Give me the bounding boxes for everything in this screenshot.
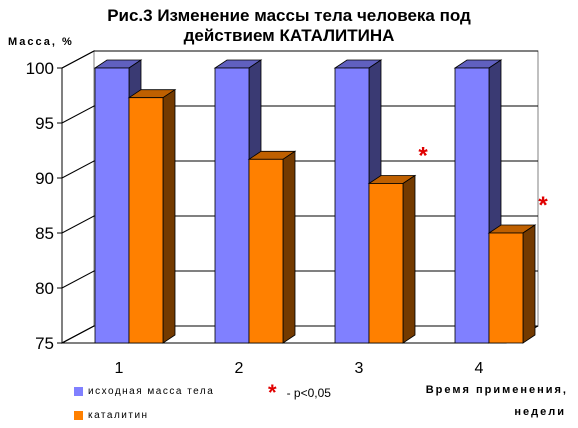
y-tick-label-4: 95 [35, 114, 54, 133]
bar-katalitin-4-side [522, 224, 536, 344]
significance-star-icon: * [268, 380, 277, 405]
y-tick-label-0: 75 [35, 334, 54, 353]
bar-initial-mass-1-front [94, 67, 130, 344]
legend-label-initial-mass: исходная масса тела [88, 386, 215, 397]
bar-katalitin-1-front [128, 97, 164, 344]
legend-item-initial-mass: исходная масса тела [74, 386, 214, 397]
gridline-5 [61, 50, 538, 69]
legend-swatch-katalitin [74, 411, 83, 420]
y-tick-label-5: 100 [26, 59, 54, 78]
y-tick-label-2: 85 [35, 224, 54, 243]
chart-title-line-1: Рис.3 Изменение массы тела человека под [107, 6, 471, 25]
significance-label: - p<0,05 [286, 386, 331, 400]
x-tick-label-2: 2 [235, 360, 244, 377]
bar-katalitin-3-front [368, 183, 404, 344]
x-axis-label-line-2: недели [514, 406, 566, 418]
significance-marker-4: * [538, 192, 548, 219]
x-tick-label-4: 4 [475, 360, 484, 377]
bar-initial-mass-2-front [214, 67, 250, 344]
y-tick-label-1: 80 [35, 279, 54, 298]
x-axis-label-line-1: Время применения, [425, 384, 568, 396]
significance-note: * - p<0,05 [268, 380, 331, 405]
gridline-3 [61, 160, 538, 179]
gridline-4 [61, 105, 538, 124]
bar-initial-mass-3-front [334, 67, 370, 344]
y-tick-label-3: 90 [35, 169, 54, 188]
y-axis-label: Масса, % [8, 36, 74, 48]
back-left-wall [61, 50, 95, 344]
bar-initial-mass-4-front [454, 67, 490, 344]
significance-marker-3: * [418, 143, 428, 170]
legend-label-katalitin: каталитин [88, 410, 149, 421]
bar-katalitin-2-side [282, 150, 296, 344]
bar-katalitin-2-front [248, 158, 284, 344]
legend-swatch-initial-mass [74, 387, 83, 396]
legend-item-katalitin: каталитин [74, 410, 149, 421]
x-tick-label-3: 3 [355, 360, 364, 377]
bar-katalitin-3-side [402, 174, 416, 344]
bar-katalitin-1-side [162, 88, 176, 344]
x-tick-label-1: 1 [115, 360, 124, 377]
chart-title-line-2: действием КАТАЛИТИНА [183, 26, 395, 45]
bar-katalitin-4-front [488, 232, 524, 344]
